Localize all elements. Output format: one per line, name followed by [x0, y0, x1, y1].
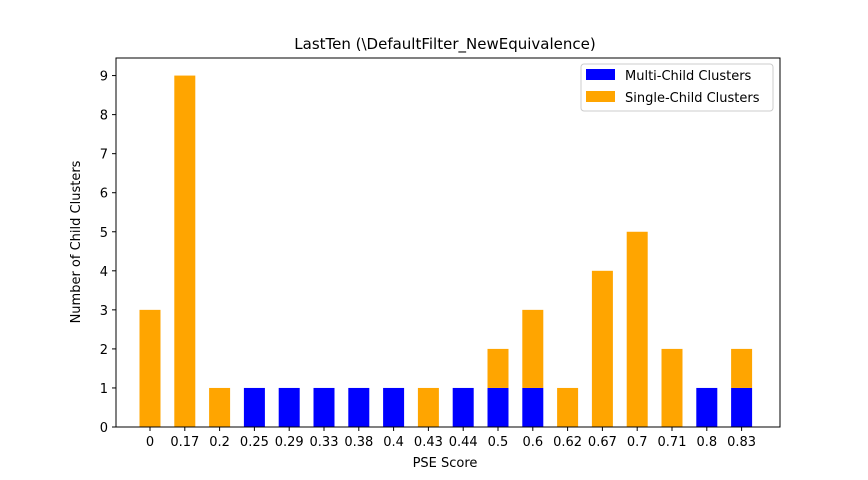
x-tick-label: 0.17 [170, 435, 199, 450]
bar-single-child-0.6 [522, 309, 544, 388]
y-tick-label: 8 [100, 109, 108, 124]
bar-single-child-0.62 [557, 387, 579, 427]
legend-swatch-single-child [586, 91, 615, 102]
bar-single-child-0.7 [626, 231, 648, 427]
legend: Multi-Child Clusters Single-Child Cluste… [580, 63, 774, 112]
y-tick-label: 9 [100, 70, 108, 85]
bar-single-child-0.43 [417, 387, 439, 427]
bar-multi-child-0.25 [243, 387, 265, 427]
x-tick-label: 0 [146, 435, 154, 450]
bar-multi-child-0.83 [731, 387, 753, 427]
x-tick-label: 0.8 [696, 435, 717, 450]
bar-single-child-0 [139, 309, 161, 427]
x-tick-label: 0.5 [488, 435, 509, 450]
chart-title: LastTen (\DefaultFilter_NewEquivalence) [294, 35, 595, 54]
x-tick-label: 0.67 [588, 435, 617, 450]
legend-frame [580, 63, 774, 112]
bar-multi-child-0.5 [487, 387, 509, 427]
legend-label-multi-child: Multi-Child Clusters [625, 69, 752, 84]
bar-multi-child-0.38 [348, 387, 370, 427]
x-tick-label: 0.38 [344, 435, 373, 450]
bars-layer [139, 75, 753, 427]
bar-single-child-0.71 [661, 348, 683, 427]
bar-multi-child-0.29 [278, 387, 300, 427]
bar-multi-child-0.6 [522, 387, 544, 427]
y-tick-label: 3 [100, 304, 108, 319]
legend-swatch-multi-child [586, 69, 615, 80]
x-tick-label: 0.6 [522, 435, 543, 450]
y-tick-label: 1 [100, 382, 108, 397]
bar-single-child-0.17 [174, 75, 196, 427]
plot-frame [115, 57, 781, 428]
bar-single-child-0.2 [209, 387, 231, 427]
y-tick-label: 5 [100, 226, 108, 241]
y-tick-label: 6 [100, 187, 108, 202]
x-tick-label: 0.71 [658, 435, 687, 450]
x-tick-label: 0.43 [414, 435, 443, 450]
bar-multi-child-0.44 [452, 387, 474, 427]
x-tick-label: 0.29 [275, 435, 304, 450]
x-tick-label: 0.7 [627, 435, 648, 450]
x-axis-label: PSE Score [413, 456, 478, 471]
y-axis: 0 1 2 3 4 5 6 7 8 9 [100, 70, 116, 436]
bar-multi-child-0.8 [696, 387, 718, 427]
x-tick-label: 0.2 [209, 435, 230, 450]
y-tick-label: 0 [100, 421, 108, 436]
y-tick-label: 4 [100, 265, 108, 280]
y-tick-label: 7 [100, 148, 108, 163]
y-tick-label: 2 [100, 343, 108, 358]
y-axis-label: Number of Child Clusters [69, 160, 84, 323]
x-tick-label: 0.4 [383, 435, 404, 450]
x-tick-label: 0.62 [553, 435, 582, 450]
bar-multi-child-0.33 [313, 387, 335, 427]
legend-label-single-child: Single-Child Clusters [625, 91, 760, 106]
x-tick-label: 0.25 [240, 435, 269, 450]
bar-single-child-0.5 [487, 348, 509, 388]
bar-multi-child-0.4 [383, 387, 405, 427]
x-tick-label: 0.33 [310, 435, 339, 450]
x-axis: 0 0.17 0.2 0.25 0.29 0.33 0.38 0.4 0.43 0.44 0.5 0.… [146, 427, 756, 450]
bar-single-child-0.67 [591, 270, 613, 427]
x-tick-label: 0.83 [727, 435, 756, 450]
bar-single-child-0.83 [731, 348, 753, 388]
x-tick-label: 0.44 [449, 435, 478, 450]
